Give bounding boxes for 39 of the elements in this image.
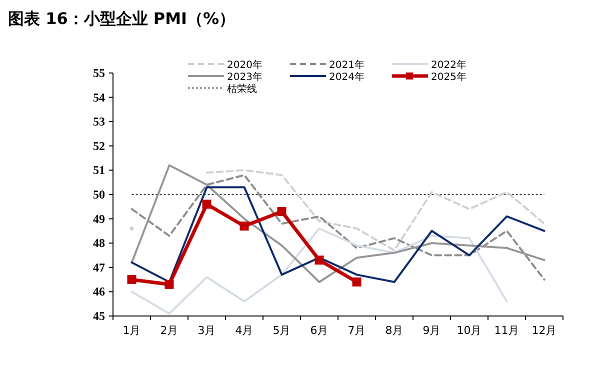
y-tick-label: 54 (93, 90, 105, 104)
point (277, 207, 286, 216)
x-tick-label: 1月 (122, 324, 141, 337)
x-tick-label: 8月 (385, 324, 404, 337)
y-tick-label: 45 (93, 309, 105, 323)
legend-label: 2024年 (329, 71, 364, 83)
y-tick-label: 49 (93, 212, 105, 226)
y-tick-label: 50 (93, 188, 105, 202)
legend-label: 2023年 (227, 71, 262, 83)
point (164, 280, 174, 289)
legend-label: 2025年 (431, 71, 466, 83)
x-tick-label: 12月 (532, 324, 557, 337)
y-tick-label: 48 (93, 236, 105, 250)
x-tick-label: 3月 (198, 324, 216, 337)
x-tick-label: 4月 (235, 324, 254, 337)
y-tick-label: 46 (93, 284, 105, 299)
x-tick-label: 10月 (456, 324, 482, 337)
y-tick-label: 53 (93, 114, 105, 129)
point (130, 226, 134, 231)
x-tick-label: 6月 (310, 324, 328, 337)
x-tick-label: 11月 (494, 324, 520, 337)
point (352, 277, 362, 286)
point (202, 200, 212, 209)
x-tick-label: 9月 (422, 324, 441, 337)
x-tick-label: 2月 (160, 324, 178, 337)
y-tick-label: 52 (93, 138, 105, 153)
y-tick-label: 51 (93, 163, 105, 178)
y-tick-label: 55 (93, 66, 105, 80)
y-tick-label: 47 (93, 260, 105, 274)
legend-label: 2022年 (431, 59, 466, 71)
legend-label: 2021年 (329, 59, 364, 71)
chart-title: 图表 16：小型企业 PMI（%） (8, 9, 236, 28)
x-tick-label: 5月 (272, 324, 291, 337)
legend-label: 枯荣线 (227, 83, 257, 95)
point (314, 256, 324, 265)
legend-label: 2020年 (227, 59, 262, 71)
x-tick-label: 7月 (348, 324, 366, 337)
point (240, 222, 249, 231)
point (127, 275, 136, 284)
